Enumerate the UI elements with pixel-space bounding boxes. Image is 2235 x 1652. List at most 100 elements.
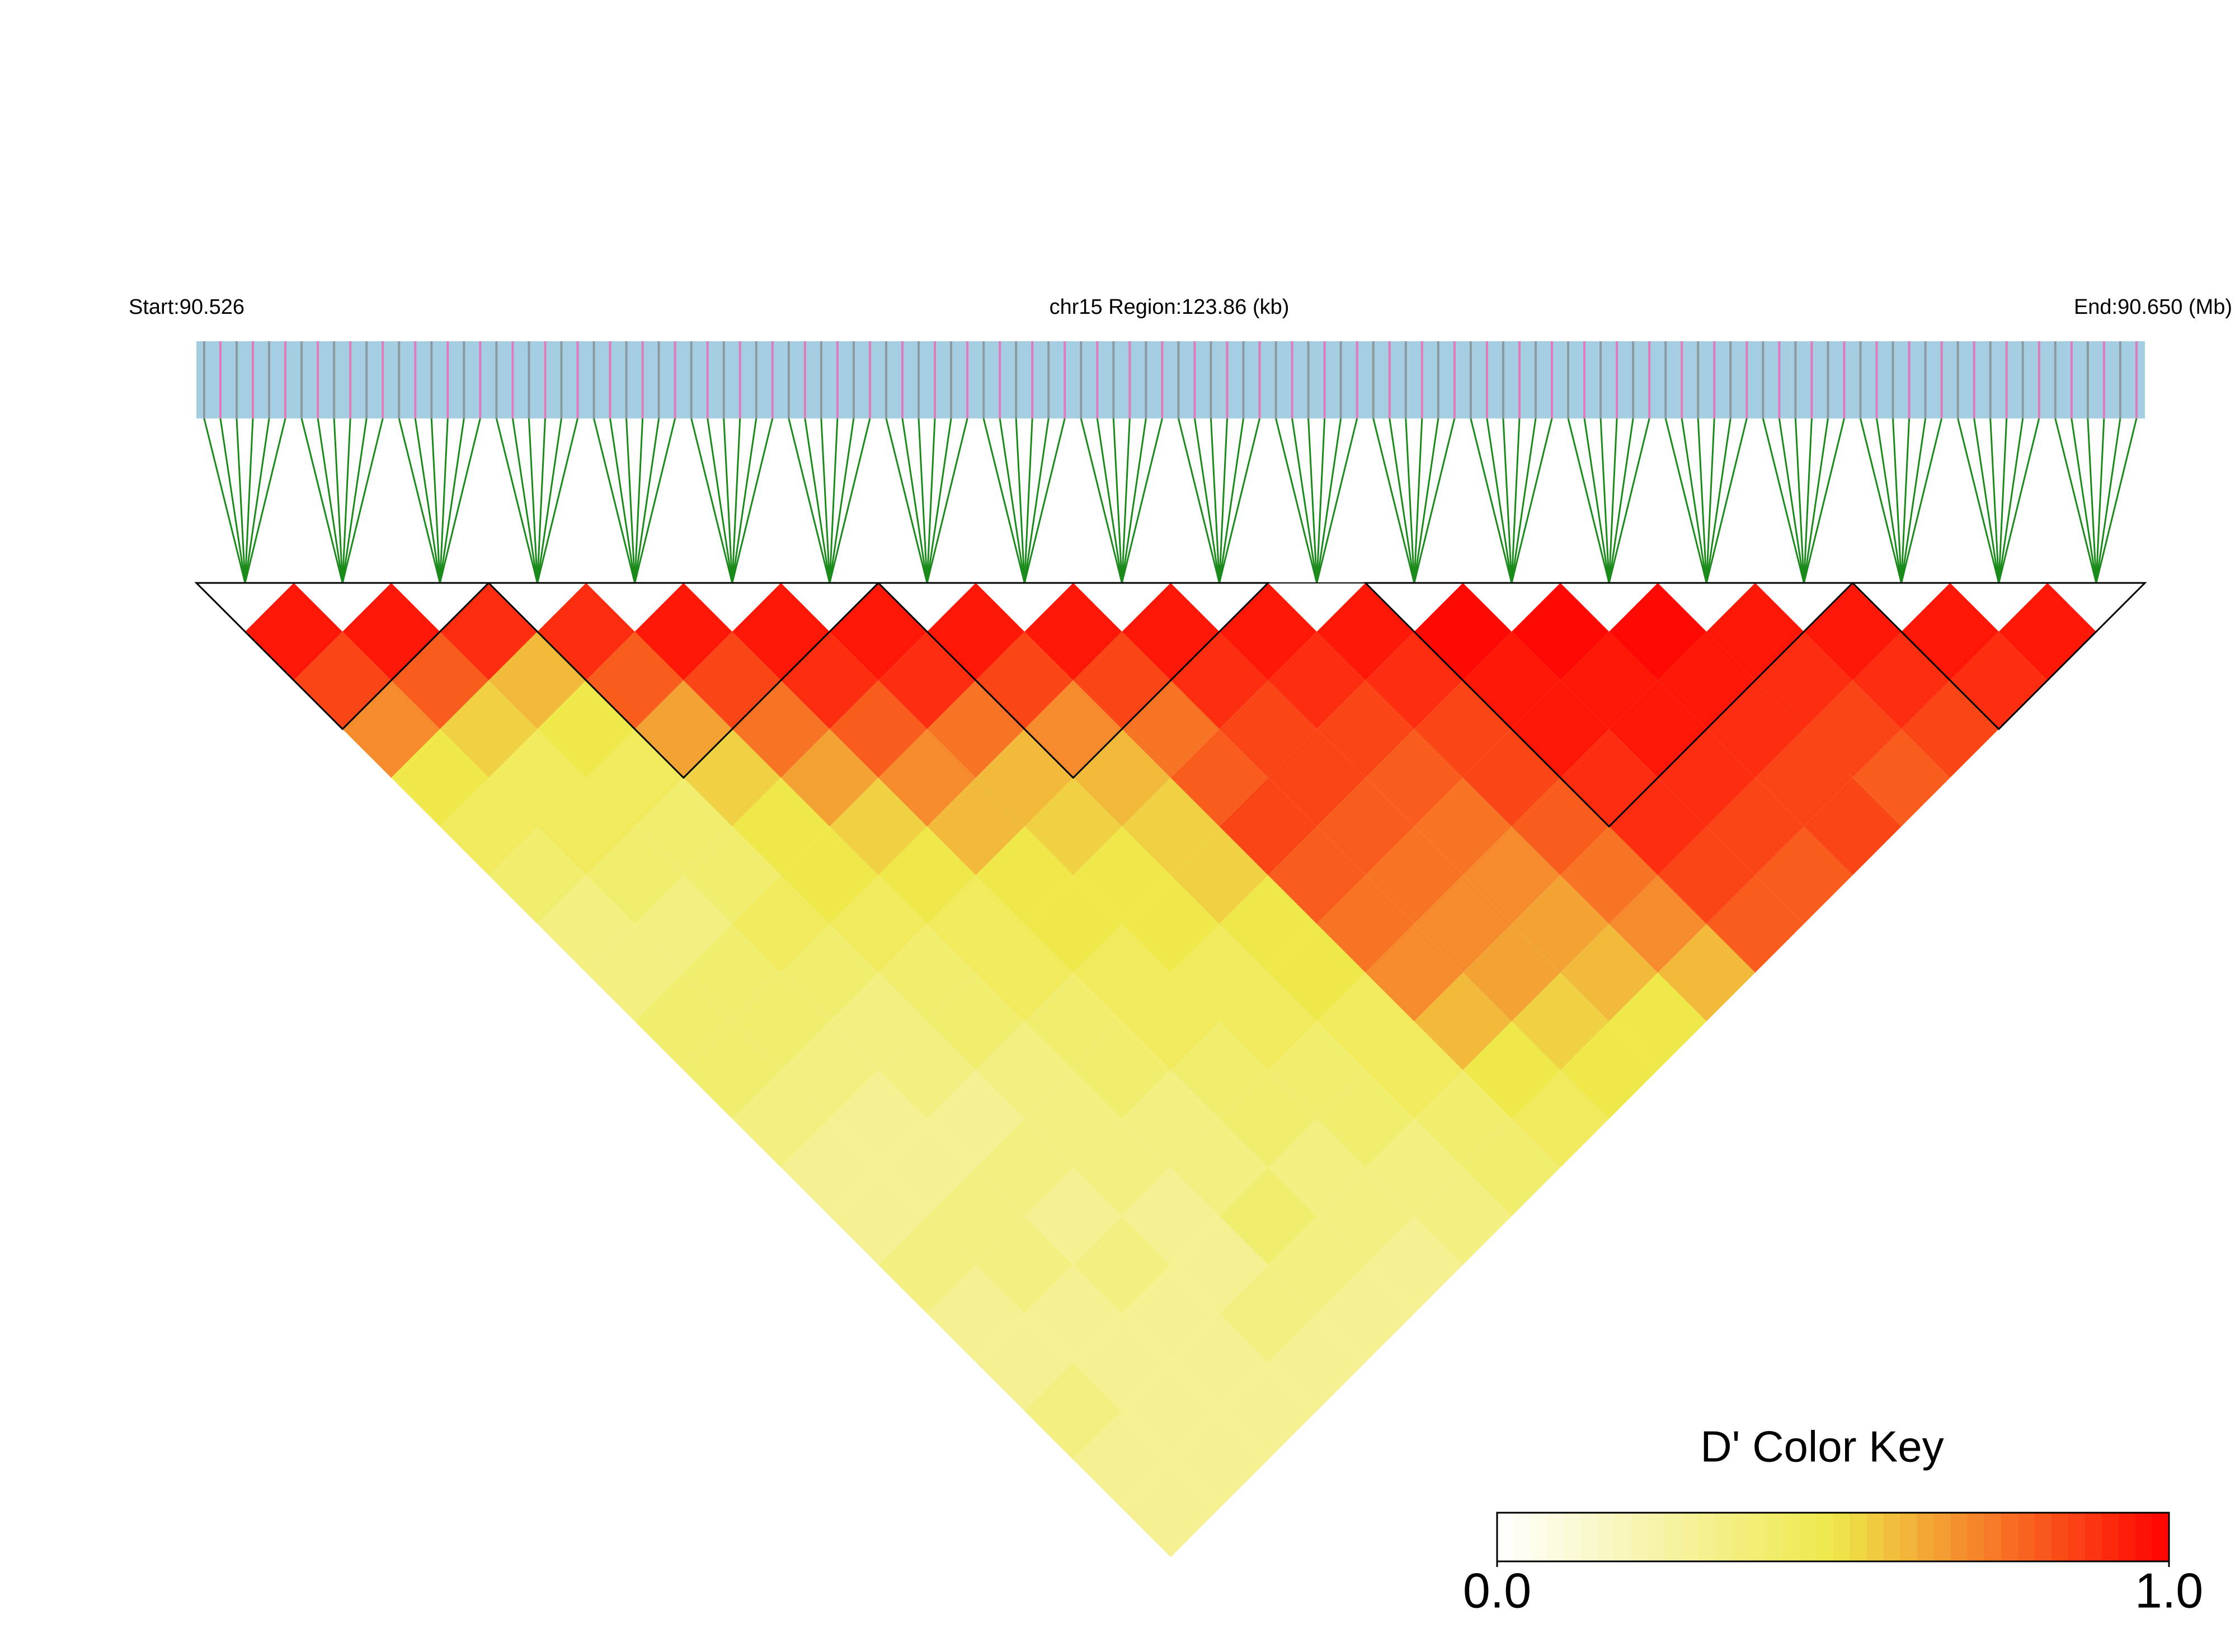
snp-connector: [804, 418, 831, 583]
ld-cell: [1512, 972, 1610, 1070]
ld-cell: [927, 972, 1025, 1070]
snp-connector: [333, 418, 344, 583]
key-swatch: [1547, 1513, 1565, 1561]
snp-connector: [625, 418, 636, 583]
key-swatch: [1967, 1513, 1985, 1561]
snp-connector: [1023, 418, 1033, 583]
ld-cell: [1512, 680, 1610, 778]
snp-connector: [829, 418, 839, 583]
snp-connector: [690, 418, 733, 583]
snp-connector: [1681, 418, 1707, 583]
key-swatch: [1497, 1513, 1515, 1561]
key-swatch: [1766, 1513, 1784, 1561]
snp-connector: [537, 418, 578, 583]
ld-cell: [927, 680, 1025, 778]
ld-cell: [1170, 1216, 1268, 1314]
key-swatch: [1984, 1513, 2002, 1561]
snp-connector: [829, 418, 871, 583]
snp-connector: [901, 418, 928, 583]
ld-cell: [1609, 583, 1707, 681]
snp-connector: [2095, 418, 2138, 583]
snp-connector: [1112, 418, 1123, 583]
ld-cell: [1073, 924, 1171, 1022]
snp-connector: [1316, 418, 1326, 583]
snp-connector: [609, 418, 636, 583]
ld-cell: [1755, 632, 1853, 729]
key-swatch: [1782, 1513, 1800, 1561]
ld-block: [1850, 582, 2147, 731]
snp-connector: [1080, 418, 1123, 583]
snp-connector: [1193, 418, 1221, 583]
ld-block: [194, 582, 491, 731]
ld-cell: [1512, 875, 1610, 973]
snp-connector: [1998, 418, 2008, 583]
ld-cell: [1024, 778, 1122, 876]
ld-cell: [780, 1118, 879, 1216]
snp-connector: [439, 418, 481, 583]
snp-connector: [439, 418, 449, 583]
ld-cell: [1122, 1070, 1220, 1168]
key-swatch: [1799, 1513, 1817, 1561]
ld-cell: [1122, 1265, 1220, 1363]
snp-connector: [398, 418, 441, 583]
ld-cell: [927, 1167, 1025, 1265]
ld-cell: [1170, 1118, 1268, 1216]
snp-connector: [317, 418, 344, 583]
ld-cell: [440, 583, 538, 681]
key-swatch: [2152, 1513, 2170, 1561]
ld-cell: [1852, 632, 1950, 729]
snp-connector: [829, 418, 855, 583]
ld-cell: [1755, 729, 1853, 827]
ld-cell: [440, 778, 538, 876]
key-swatch: [1615, 1513, 1632, 1561]
snp-connector: [1511, 418, 1537, 583]
snp-connector: [731, 418, 757, 583]
ld-cell: [1755, 826, 1853, 924]
ld-cell: [1073, 1314, 1171, 1411]
ld-cell: [537, 680, 635, 778]
ld-cell: [780, 826, 879, 924]
ld-cell: [780, 1021, 879, 1119]
ld-cell: [1316, 972, 1414, 1070]
ld-block: [876, 582, 1271, 779]
ld-cell: [1170, 729, 1268, 827]
snp-connector: [1567, 418, 1610, 583]
ld-cell: [1073, 826, 1171, 924]
ld-cell: [1170, 826, 1268, 924]
ld-cell: [1658, 826, 1756, 924]
snp-connector: [926, 418, 936, 583]
key-swatch: [1564, 1513, 1582, 1561]
snp-connector: [1998, 418, 2024, 583]
ld-cell: [683, 729, 781, 827]
key-swatch: [2118, 1513, 2136, 1561]
snp-connector: [1973, 418, 2000, 583]
ld-cell: [1073, 1021, 1171, 1119]
snp-connector: [1486, 418, 1513, 583]
snp-connector: [820, 418, 831, 583]
snp-connector: [2095, 418, 2121, 583]
snp-connector: [1803, 418, 1829, 583]
ld-cell: [732, 583, 830, 681]
snp-connector: [707, 418, 733, 583]
ld-cell: [976, 1216, 1074, 1314]
ld-cell: [1414, 875, 1512, 973]
ld-cell: [1560, 924, 1658, 1022]
snp-connector: [1413, 418, 1456, 583]
ld-cell: [440, 680, 538, 778]
key-swatch: [1749, 1513, 1767, 1561]
snp-connector: [1096, 418, 1123, 583]
ld-cell: [1024, 583, 1122, 681]
ld-cell: [1414, 778, 1512, 876]
snp-connector: [1583, 418, 1610, 583]
ld-cell: [1268, 1118, 1366, 1216]
ld-cell: [1316, 1167, 1414, 1265]
snp-connector: [1316, 418, 1342, 583]
key-swatch: [2001, 1513, 2018, 1561]
ld-cell: [391, 632, 489, 729]
key-swatch: [1933, 1513, 1951, 1561]
snp-connector: [537, 418, 546, 583]
key-swatch: [1833, 1513, 1851, 1561]
snp-connector: [2087, 418, 2097, 583]
ld-cell: [1706, 583, 1804, 681]
snp-connector: [1803, 418, 1845, 583]
